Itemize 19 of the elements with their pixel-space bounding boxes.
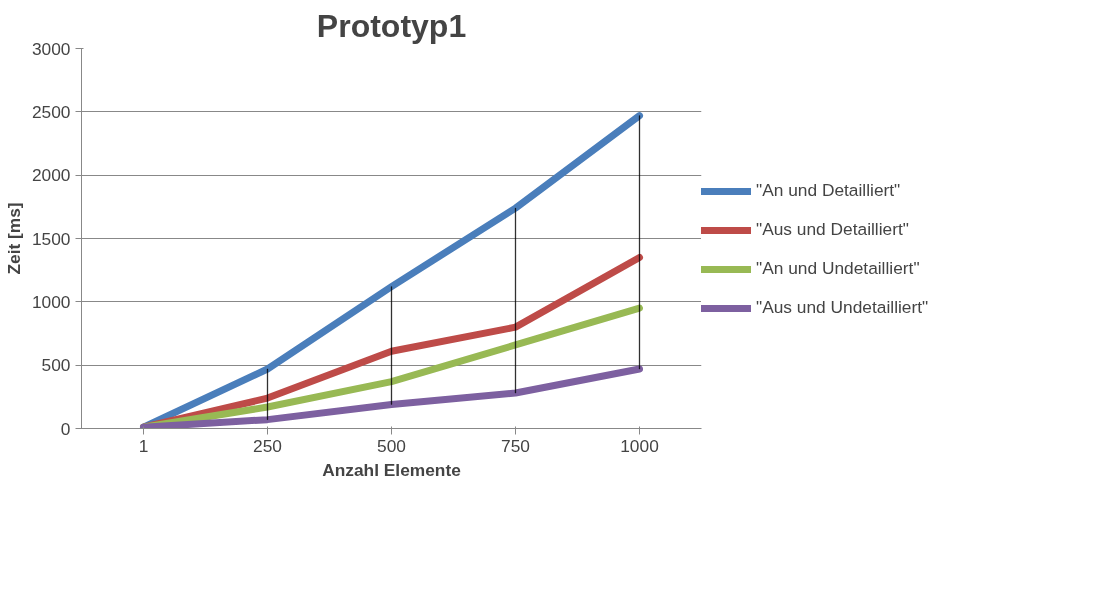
x-tick-label: 1 <box>138 435 149 456</box>
y-tick-label: 0 <box>60 418 71 439</box>
y-tick-label: 1000 <box>31 291 71 312</box>
y-tick-label: 2500 <box>31 101 71 122</box>
legend-label: "Aus und Undetailliert" <box>756 297 929 318</box>
chart-title: Prototyp1 <box>316 7 467 44</box>
y-axis-title: Zeit [ms] <box>3 202 24 275</box>
legend-label: "An und Undetailliert" <box>756 258 920 279</box>
x-tick-label: 250 <box>253 435 282 456</box>
y-tick-label: 2000 <box>31 165 71 186</box>
x-axis-title: Anzahl Elemente <box>322 459 462 480</box>
legend-label: "Aus und Detailliert" <box>756 219 909 240</box>
y-tick-label: 1500 <box>31 228 71 249</box>
x-tick-label: 1000 <box>620 435 659 456</box>
legend-label: "An und Detailliert" <box>756 180 901 201</box>
x-tick-label: 750 <box>501 435 530 456</box>
x-tick-label: 500 <box>377 435 406 456</box>
y-tick-label: 500 <box>41 355 71 376</box>
y-tick-label: 3000 <box>31 38 71 59</box>
